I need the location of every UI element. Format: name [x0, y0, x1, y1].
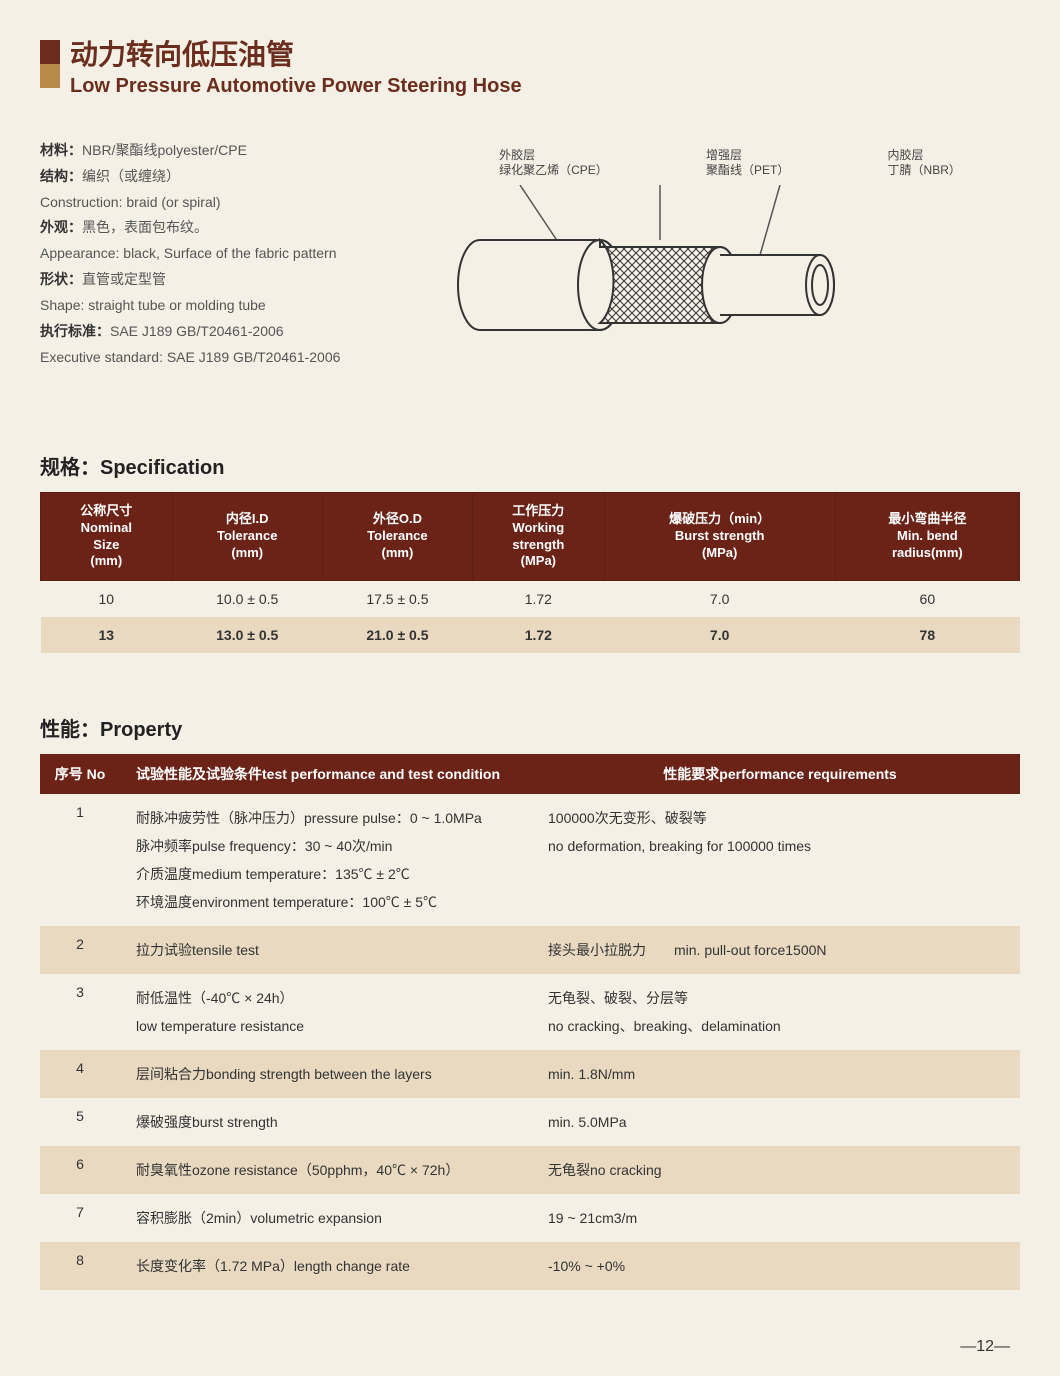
prop-no-cell: 1	[40, 794, 120, 926]
hose-diagram: 外胶层绿化聚乙烯（CPE） 增强层聚酯线（PET） 内胶层丁腈（NBR）	[440, 138, 1020, 371]
prop-no-cell: 4	[40, 1050, 120, 1098]
diagram-label-reinforce: 增强层聚酯线（PET）	[706, 148, 789, 179]
prop-condition-cell: 容积膨胀（2min）volumetric expansion	[120, 1194, 540, 1242]
property-section-title: 性能：Property	[40, 713, 1020, 742]
intro-text-block: 材料：NBR/聚酯线polyester/CPE结构：编织（或缠绕）Constru…	[40, 138, 420, 371]
intro-line: Construction: braid (or spiral)	[40, 190, 420, 216]
hose-svg	[440, 185, 880, 365]
intro-line: Appearance: black, Surface of the fabric…	[40, 241, 420, 267]
title-chinese: 动力转向低压油管	[70, 40, 522, 71]
intro-line: 执行标准：SAE J189 GB/T20461-2006	[40, 319, 420, 345]
prop-condition-cell: 耐臭氧性ozone resistance（50pphm，40℃ × 72h）	[120, 1146, 540, 1194]
spec-cell: 78	[835, 617, 1019, 653]
diagram-label-outer: 外胶层绿化聚乙烯（CPE）	[499, 148, 608, 179]
prop-requirement-cell: -10% ~ +0%	[540, 1242, 1020, 1290]
spec-cell: 1.72	[473, 581, 605, 618]
spec-cell: 17.5 ± 0.5	[322, 581, 472, 618]
prop-row: 5爆破强度burst strengthmin. 5.0MPa	[40, 1098, 1020, 1146]
prop-requirement-cell: 100000次无变形、破裂等no deformation, breaking f…	[540, 794, 1020, 926]
prop-row: 6耐臭氧性ozone resistance（50pphm，40℃ × 72h）无…	[40, 1146, 1020, 1194]
spec-cell: 7.0	[604, 617, 835, 653]
page-number: —12—	[960, 1338, 1010, 1356]
spec-cell: 10	[41, 581, 173, 618]
spec-header-cell: 最小弯曲半径Min. bendradius(mm)	[835, 492, 1019, 581]
title-block: 动力转向低压油管 Low Pressure Automotive Power S…	[40, 40, 1020, 98]
prop-condition-cell: 拉力试验tensile test	[120, 926, 540, 974]
intro-line: 外观：黑色，表面包布纹。	[40, 215, 420, 241]
intro-line: 材料：NBR/聚酯线polyester/CPE	[40, 138, 420, 164]
prop-no-cell: 3	[40, 974, 120, 1050]
prop-condition-cell: 层间粘合力bonding strength between the layers	[120, 1050, 540, 1098]
spec-row: 1010.0 ± 0.517.5 ± 0.51.727.060	[41, 581, 1020, 618]
intro-line: 结构：编织（或缠绕）	[40, 164, 420, 190]
prop-requirement-cell: min. 5.0MPa	[540, 1098, 1020, 1146]
prop-no-cell: 5	[40, 1098, 120, 1146]
spec-header-cell: 公称尺寸NominalSize(mm)	[41, 492, 173, 581]
spec-section-title: 规格：Specification	[40, 451, 1020, 480]
prop-no-cell: 2	[40, 926, 120, 974]
property-table: 序号 No试验性能及试验条件test performance and test …	[40, 754, 1020, 1290]
spec-table: 公称尺寸NominalSize(mm)内径I.DTolerance(mm)外径O…	[40, 492, 1020, 654]
spec-header-cell: 爆破压力（min）Burst strength(MPa)	[604, 492, 835, 581]
spec-row: 1313.0 ± 0.521.0 ± 0.51.727.078	[41, 617, 1020, 653]
prop-condition-cell: 耐低温性（-40℃ × 24h）low temperature resistan…	[120, 974, 540, 1050]
spec-cell: 7.0	[604, 581, 835, 618]
prop-header-cell: 性能要求performance requirements	[540, 754, 1020, 794]
prop-row: 1耐脉冲疲劳性（脉冲压力）pressure pulse：0 ~ 1.0MPa脉冲…	[40, 794, 1020, 926]
prop-row: 8长度变化率（1.72 MPa）length change rate-10% ~…	[40, 1242, 1020, 1290]
prop-no-cell: 7	[40, 1194, 120, 1242]
prop-requirement-cell: min. 1.8N/mm	[540, 1050, 1020, 1098]
prop-row: 4层间粘合力bonding strength between the layer…	[40, 1050, 1020, 1098]
spec-cell: 10.0 ± 0.5	[172, 581, 322, 618]
prop-condition-cell: 耐脉冲疲劳性（脉冲压力）pressure pulse：0 ~ 1.0MPa脉冲频…	[120, 794, 540, 926]
prop-condition-cell: 爆破强度burst strength	[120, 1098, 540, 1146]
prop-header-cell: 序号 No	[40, 754, 120, 794]
intro-line: Shape: straight tube or molding tube	[40, 293, 420, 319]
spec-header-cell: 外径O.DTolerance(mm)	[322, 492, 472, 581]
diagram-label-inner: 内胶层丁腈（NBR）	[888, 148, 961, 179]
spec-cell: 60	[835, 581, 1019, 618]
prop-requirement-cell: 无龟裂no cracking	[540, 1146, 1020, 1194]
spec-cell: 21.0 ± 0.5	[322, 617, 472, 653]
spec-header-cell: 工作压力Workingstrength(MPa)	[473, 492, 605, 581]
prop-row: 2拉力试验tensile test接头最小拉脱力 min. pull-out f…	[40, 926, 1020, 974]
prop-no-cell: 6	[40, 1146, 120, 1194]
prop-header-cell: 试验性能及试验条件test performance and test condi…	[120, 754, 540, 794]
title-accent-bar	[40, 40, 60, 88]
prop-requirement-cell: 接头最小拉脱力 min. pull-out force1500N	[540, 926, 1020, 974]
prop-requirement-cell: 19 ~ 21cm3/m	[540, 1194, 1020, 1242]
spec-header-cell: 内径I.DTolerance(mm)	[172, 492, 322, 581]
spec-cell: 13.0 ± 0.5	[172, 617, 322, 653]
prop-row: 7容积膨胀（2min）volumetric expansion19 ~ 21cm…	[40, 1194, 1020, 1242]
prop-condition-cell: 长度变化率（1.72 MPa）length change rate	[120, 1242, 540, 1290]
prop-row: 3耐低温性（-40℃ × 24h）low temperature resista…	[40, 974, 1020, 1050]
intro-line: 形状：直管或定型管	[40, 267, 420, 293]
title-english: Low Pressure Automotive Power Steering H…	[70, 75, 522, 98]
prop-requirement-cell: 无龟裂、破裂、分层等no cracking、breaking、delaminat…	[540, 974, 1020, 1050]
intro-line: Executive standard: SAE J189 GB/T20461-2…	[40, 345, 420, 371]
spec-cell: 13	[41, 617, 173, 653]
prop-no-cell: 8	[40, 1242, 120, 1290]
spec-cell: 1.72	[473, 617, 605, 653]
